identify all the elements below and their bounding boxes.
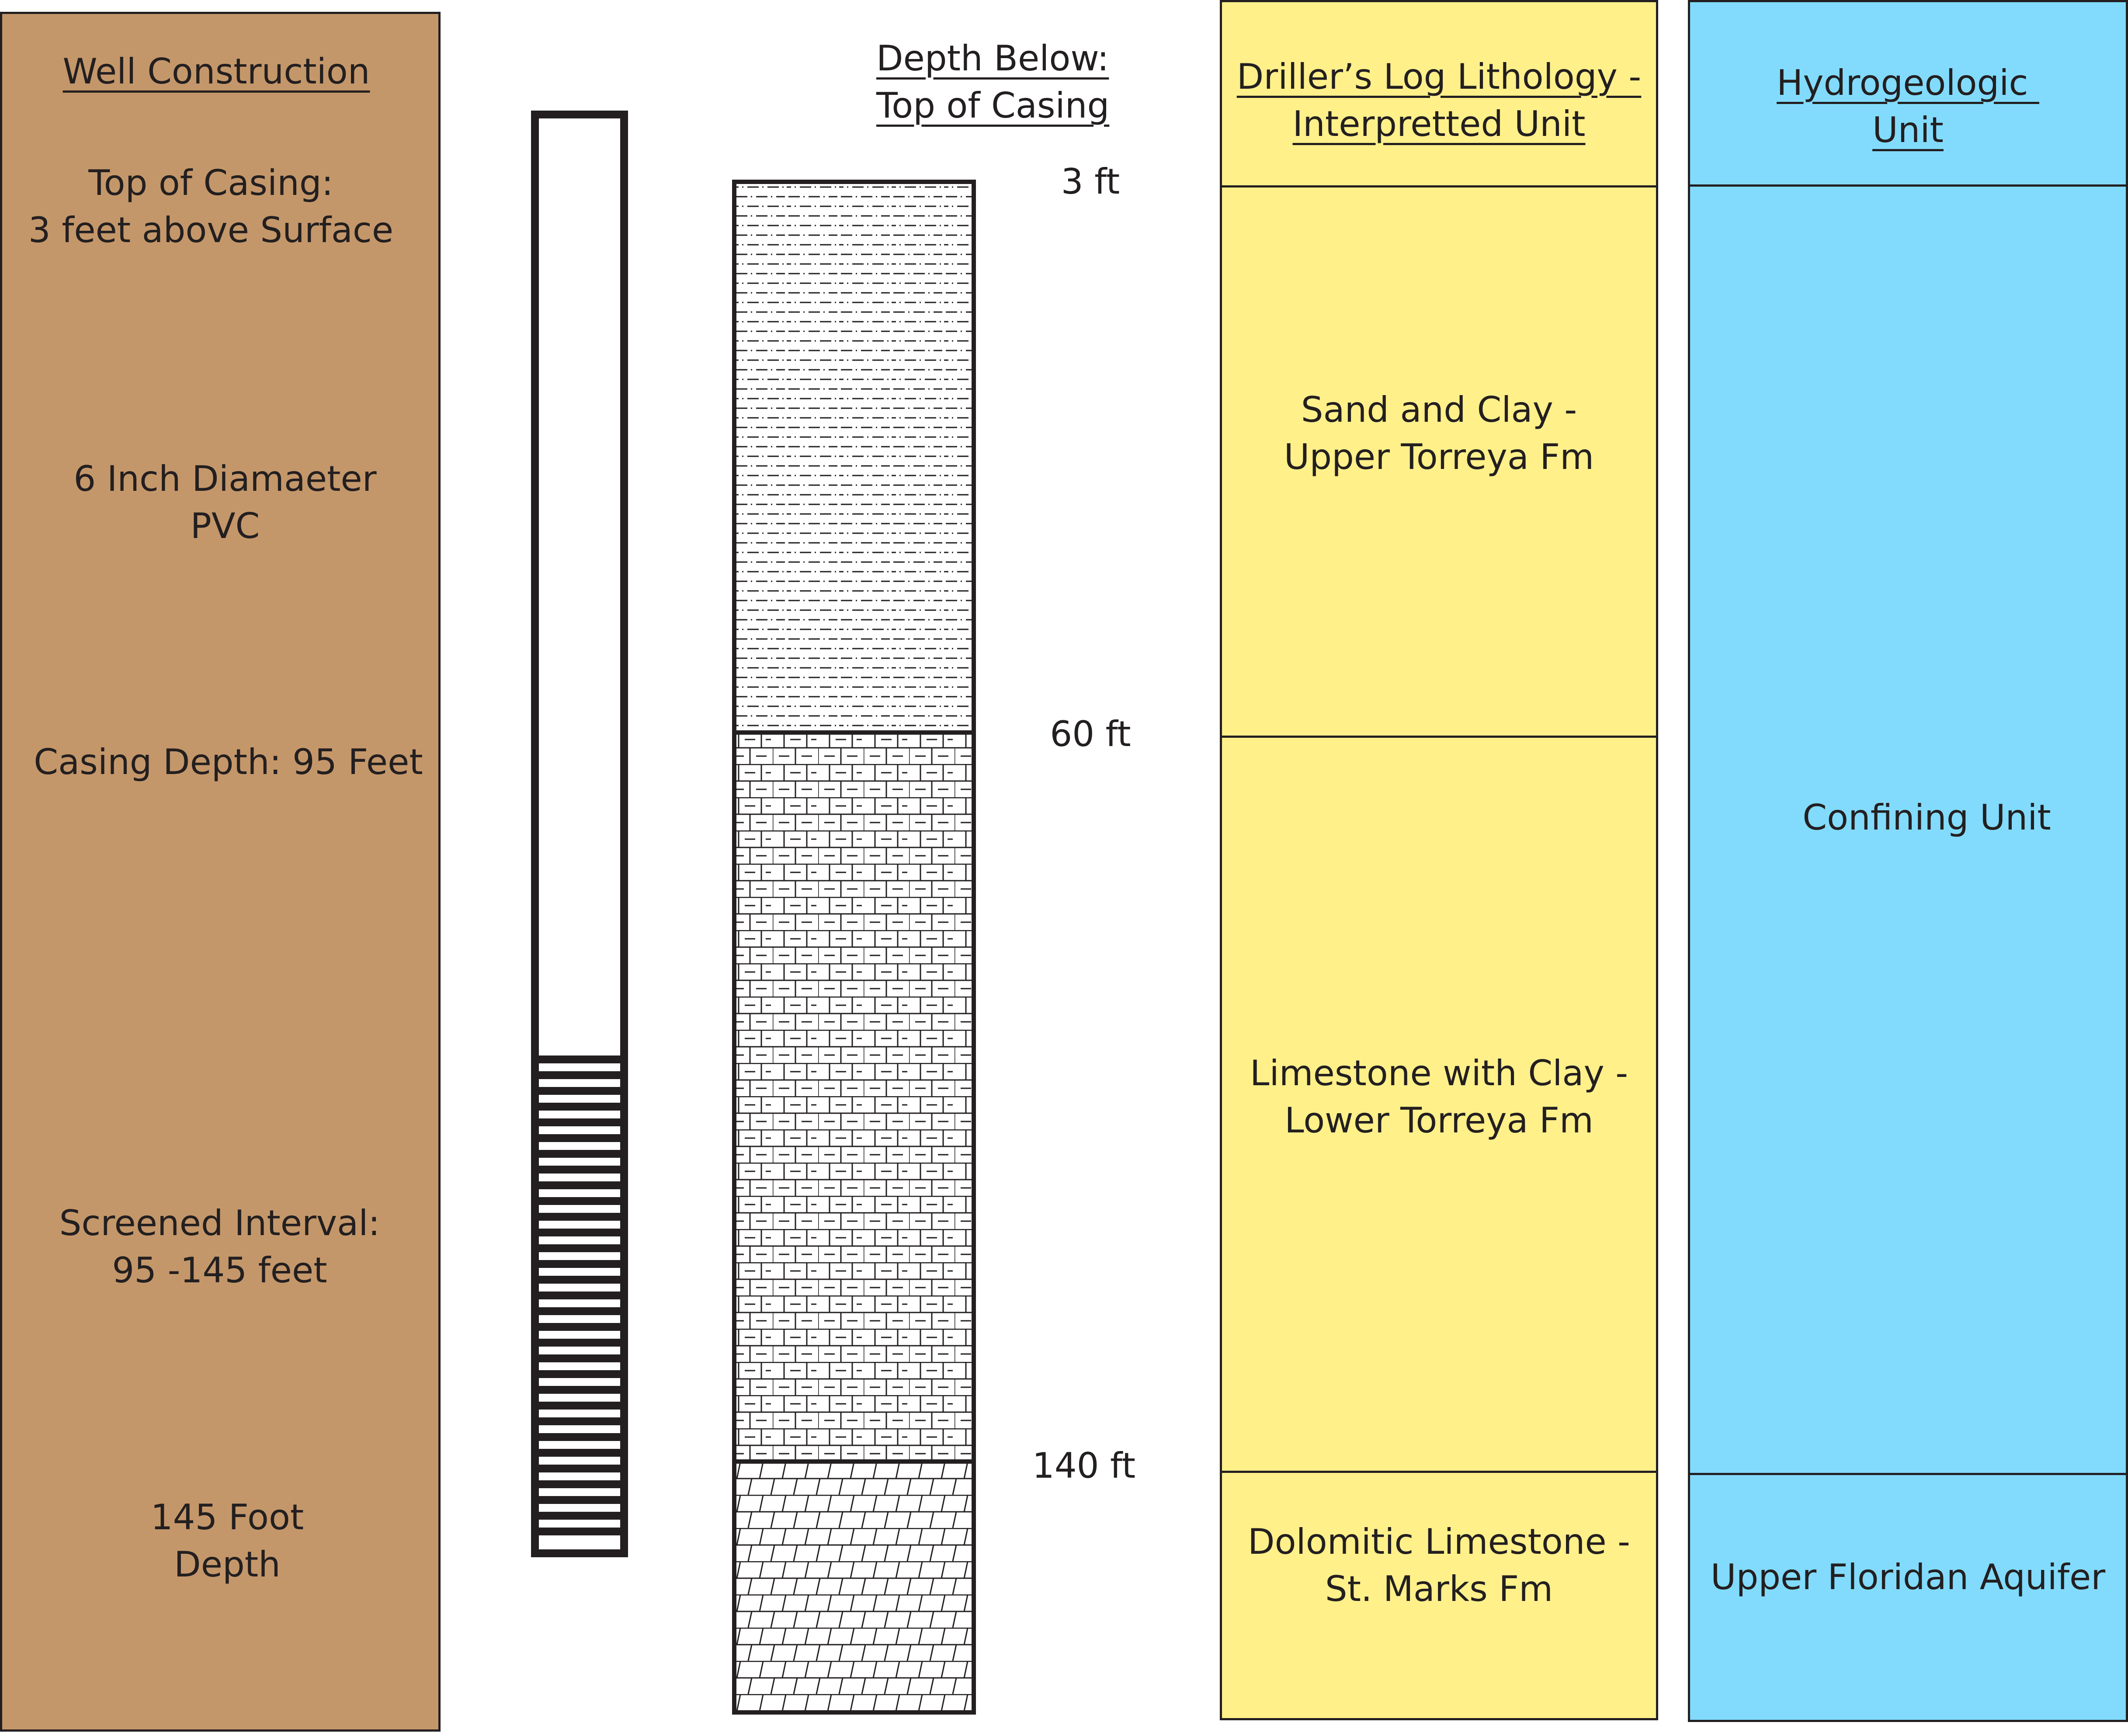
total-depth-label: 145 Foot Depth — [150, 1497, 304, 1585]
lithology-divider-60ft — [1220, 736, 1658, 738]
lithology-limestone-clay — [732, 730, 976, 1464]
lithology-header-divider — [1220, 185, 1658, 187]
lithology-divider-140ft — [1220, 1471, 1658, 1473]
well-screen — [535, 1055, 624, 1535]
lithology-unit-upper-torreya: Sand and Clay - Upper Torreya Fm — [1284, 389, 1594, 477]
hydro-divider-aquifer — [1688, 1473, 2128, 1475]
lithology-dolomitic-limestone — [732, 1459, 976, 1715]
lithology-column — [732, 180, 976, 1715]
depth-marker-140ft: 140 ft — [1032, 1445, 1136, 1486]
casing-depth-label: Casing Depth: 95 Feet — [34, 742, 423, 782]
hydro-unit-confining: Confining Unit — [1802, 797, 2051, 838]
well-construction-header: Well Construction — [62, 51, 370, 92]
lithology-unit-lower-torreya: Limestone with Clay - Lower Torreya Fm — [1250, 1053, 1628, 1141]
lithology-unit-st-marks: Dolomitic Limestone - St. Marks Fm — [1247, 1521, 1631, 1609]
screened-interval-label: Screened Interval: 95 -145 feet — [59, 1203, 380, 1291]
hydro-header-divider — [1688, 184, 2128, 187]
lithology-sand-clay — [732, 180, 976, 735]
well-casing — [531, 111, 628, 1557]
hydro-unit-upper-floridan: Upper Floridan Aquifer — [1710, 1557, 2106, 1597]
depth-marker-3ft: 3 ft — [1061, 161, 1120, 202]
top-of-casing-label: Top of Casing: 3 feet above Surface — [28, 163, 394, 250]
depth-marker-60ft: 60 ft — [1050, 714, 1131, 754]
depth-column-header: Depth Below: Top of Casing — [876, 38, 1110, 126]
casing-diameter-label: 6 Inch Diamaeter PVC — [73, 458, 377, 546]
hydrogeologic-header: Hydrogeologic Unit — [1777, 62, 2028, 150]
lithology-header: Driller’s Log Lithology - Interpretted U… — [1236, 56, 1642, 144]
lithology-panel — [1220, 0, 1658, 1720]
well-construction-panel — [0, 12, 441, 1732]
hydrogeologic-panel — [1688, 0, 2128, 1722]
